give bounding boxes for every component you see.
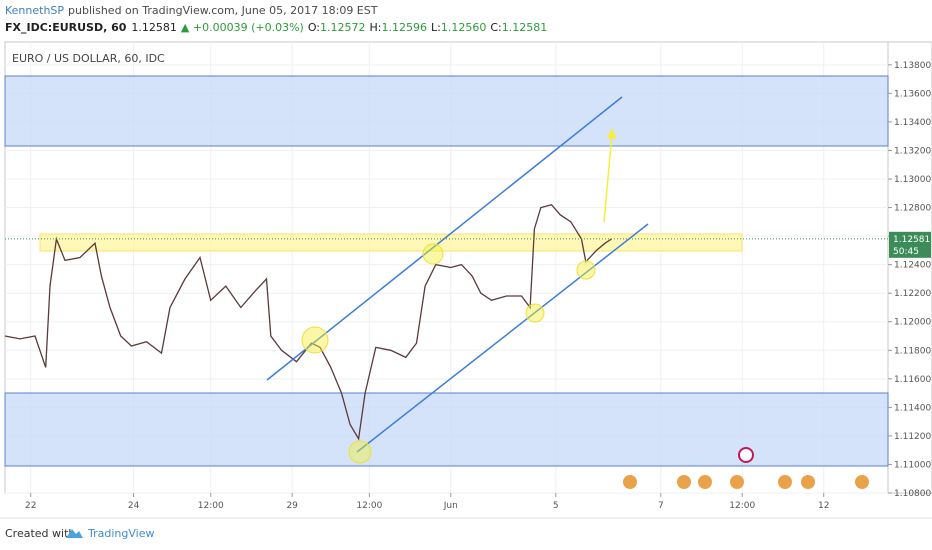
y-tick-label: 1.13000 (894, 175, 931, 185)
ohlc-label: H: (370, 21, 382, 34)
channel-bottom (356, 223, 649, 453)
y-tick-label: 1.12000 (894, 318, 931, 328)
event-icon (677, 475, 691, 489)
author[interactable]: KennethSP (5, 4, 64, 17)
touch-point (301, 326, 329, 354)
y-tick-label: 1.13800 (894, 61, 931, 71)
axes: 1.10800 1.11000 1.11200 1.11400 1.11600 1.118… (5, 61, 931, 511)
y-tick-label: 1.13400 (894, 118, 931, 128)
event-icon (801, 475, 815, 489)
series (4, 203, 612, 441)
event-icon (738, 447, 754, 463)
created-with: Created with (5, 527, 75, 540)
event-icon (778, 475, 792, 489)
touch-point (525, 303, 545, 323)
x-tick-label: Jun (443, 501, 458, 511)
support-zone (4, 392, 889, 467)
y-tick-label: 1.12200 (894, 289, 931, 299)
x-tick-label: 12:00 (198, 501, 224, 511)
x-tick-label: 24 (128, 501, 140, 511)
touch-point (348, 440, 372, 464)
event-icon (623, 475, 637, 489)
brand-logo (66, 529, 83, 538)
y-tick-label: 1.10800 (894, 489, 931, 499)
target-arrow (603, 133, 613, 223)
y-tick-label: 1.11400 (894, 403, 931, 413)
touch-point (576, 260, 596, 280)
x-tick-label: 29 (286, 501, 298, 511)
ohlc-label: C: (490, 21, 501, 34)
y-tick-label: 1.13200 (894, 146, 931, 156)
x-tick-label: 12:00 (356, 501, 382, 511)
countdown: 50:45 (893, 247, 919, 257)
event-icons (623, 447, 869, 489)
price-axis (887, 41, 932, 494)
brand[interactable]: TradingView (87, 527, 154, 540)
y-tick-label: 1.11000 (894, 460, 931, 470)
x-tick-label: 12:00 (729, 501, 755, 511)
y-tick-label: 1.11600 (894, 375, 931, 385)
price-label-box (889, 231, 931, 258)
x-tick-label: 12 (818, 501, 829, 511)
chart-title: EURO / US DOLLAR, 60, IDC (12, 52, 165, 65)
change: ▲ +0.00039 (+0.03%) (181, 21, 304, 34)
y-tick-label: 1.13600 (894, 89, 931, 99)
event-icon (855, 475, 869, 489)
publish-line: KennethSP published on TradingView.com, J… (5, 4, 378, 17)
x-tick-label: 7 (658, 501, 664, 511)
x-tick-label: 5 (553, 501, 559, 511)
touch-point (422, 243, 444, 265)
event-icon (730, 475, 744, 489)
y-tick-label: 1.12400 (894, 261, 931, 271)
ohlc-label: L: (431, 21, 441, 34)
x-tick-label: 22 (25, 501, 36, 511)
price-line (4, 203, 612, 441)
published: published on TradingView.com, June 05, 2… (68, 4, 378, 17)
pivot-zone (39, 233, 743, 252)
arrow-head (607, 128, 617, 139)
y-tick-label: 1.12800 (894, 204, 931, 214)
symbol: FX_IDC:EURUSD, 60 (5, 21, 127, 34)
ohlc-value: 1.12596 (381, 21, 427, 34)
ohlc-label: O: (308, 21, 320, 34)
symbol-line: FX_IDC:EURUSD, 60 1.12581 ▲ +0.00039 (+0.0… (5, 21, 547, 34)
y-tick-label: 1.11200 (894, 432, 931, 442)
resistance-zone (4, 75, 889, 147)
event-icon (698, 475, 712, 489)
y-tick-label: 1.11800 (894, 346, 931, 356)
ohlc-value: 1.12581 (502, 21, 548, 34)
price-label: 1.12581 (893, 235, 930, 245)
ohlc-value: 1.12560 (441, 21, 487, 34)
touch-points (301, 243, 596, 464)
ohlc-value: 1.12572 (320, 21, 366, 34)
last: 1.12581 (131, 21, 177, 34)
